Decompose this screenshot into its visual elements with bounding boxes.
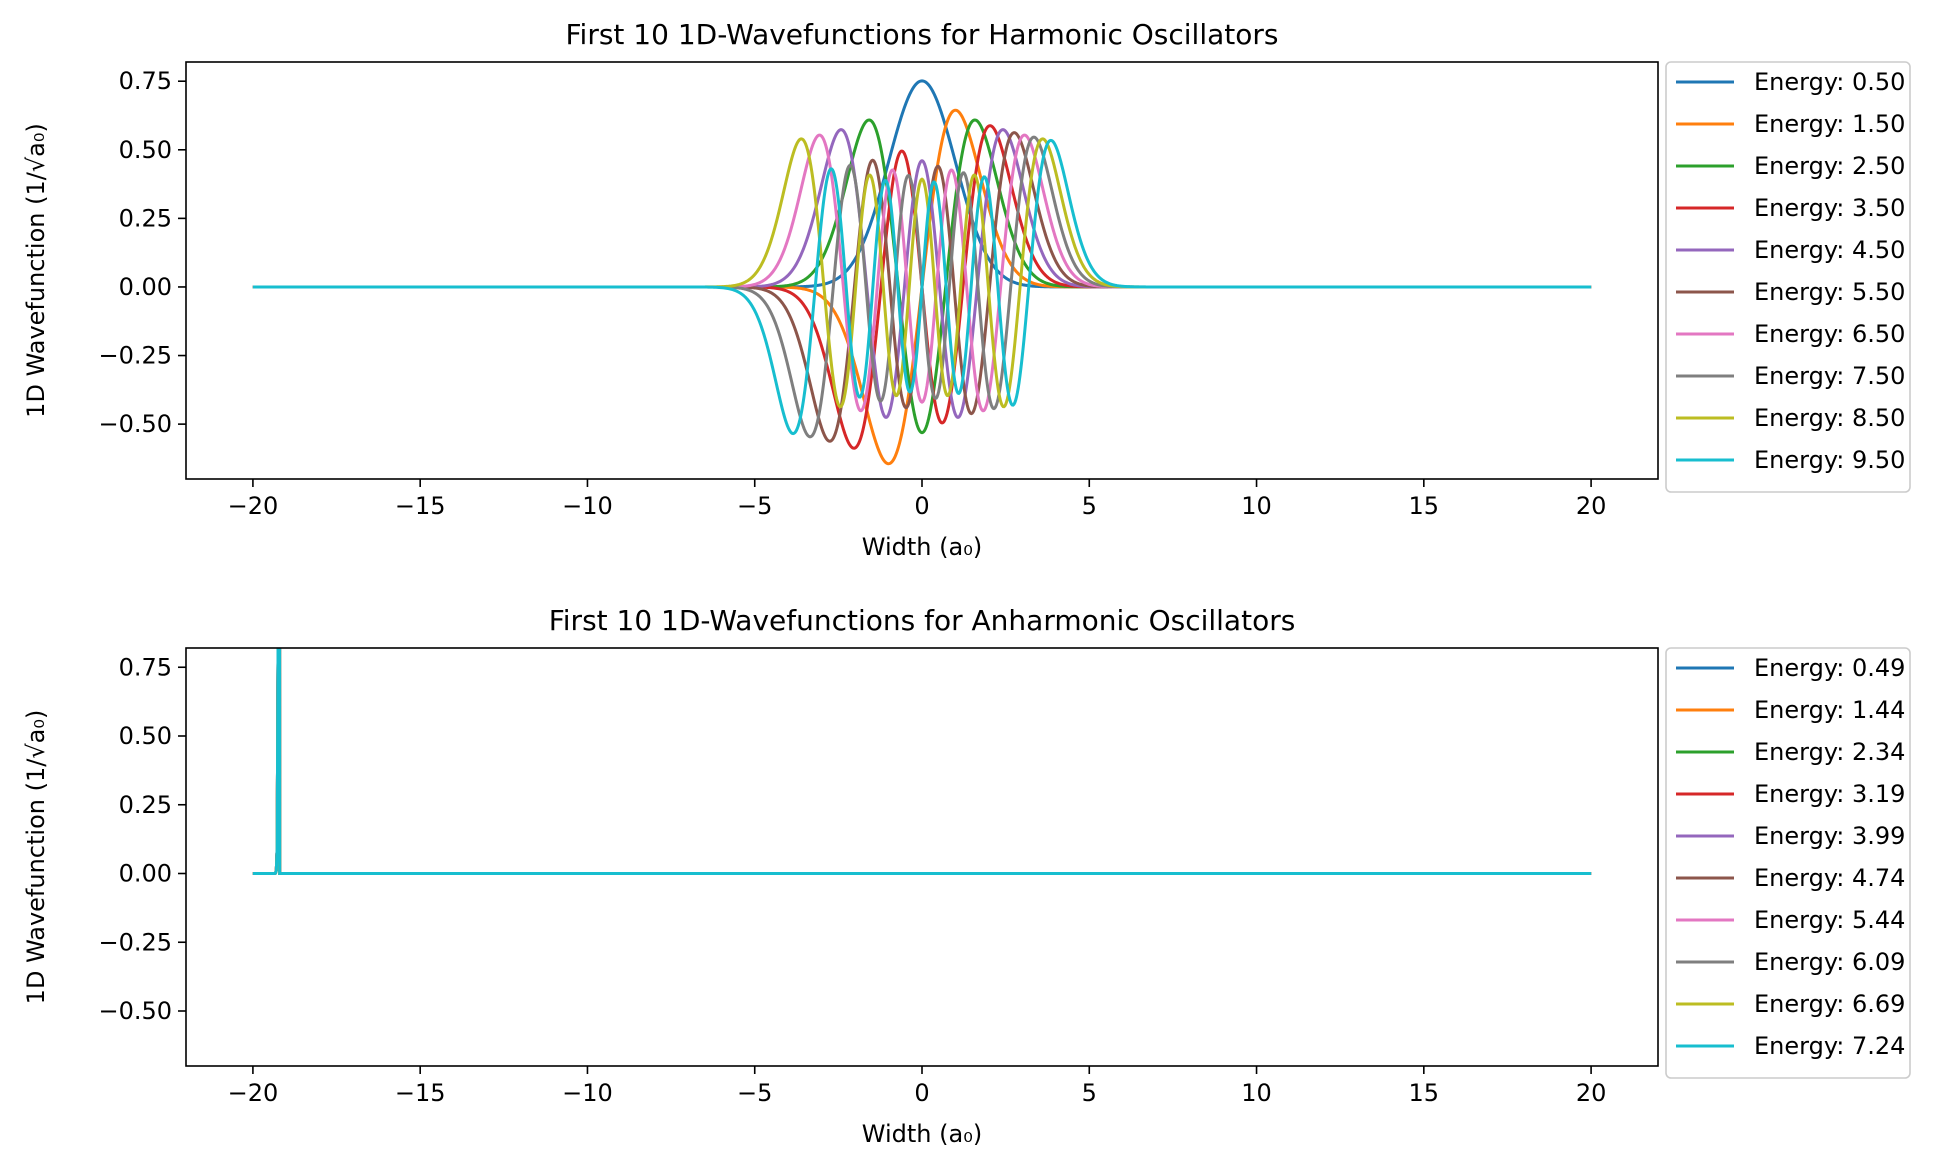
x-tick-label: 10 [1241,492,1272,520]
legend-entry: Energy: 4.74 [1754,864,1905,892]
legend-entry: Energy: 5.44 [1754,906,1905,934]
legend-entry: Energy: 5.50 [1754,278,1905,306]
x-tick-label: −10 [562,1079,613,1107]
x-tick-label: 20 [1576,1079,1607,1107]
y-tick-label: 0.50 [119,722,172,750]
legend: Energy: 0.49 Energy: 1.44 Energy: 2.34 Ener… [1665,647,1911,1079]
x-tick-label: 5 [1082,1079,1097,1107]
legend-entry: Energy: 8.50 [1754,404,1905,432]
series-line-Energy: 3.99 [252,648,1592,875]
series-line-Energy: 6.09 [252,648,1592,875]
legend-entry: Energy: 3.50 [1754,194,1905,222]
legend-entry: Energy: 0.49 [1754,654,1905,682]
x-tick-label: −5 [737,1079,772,1107]
x-axis-label: Width (a₀) [862,533,982,561]
legend-entry: Energy: 7.24 [1754,1032,1905,1060]
series-line-Energy: 0.50 [252,79,1592,289]
legend-entry: Energy: 3.99 [1754,822,1905,850]
x-tick-label: 20 [1576,492,1607,520]
legend-entry: Energy: 6.50 [1754,320,1905,348]
legend-entry: Energy: 0.50 [1754,68,1905,96]
x-tick-label: −15 [395,492,446,520]
y-tick-label: −0.50 [98,997,172,1025]
x-axis-label: Width (a₀) [862,1120,982,1148]
y-tick-label: 0.00 [119,273,172,301]
y-tick-label: −0.50 [98,410,172,438]
x-tick-label: 0 [914,1079,929,1107]
legend-entry: Energy: 1.50 [1754,110,1905,138]
x-tick-label: 10 [1241,1079,1272,1107]
x-tick-label: −5 [737,492,772,520]
legend-box [1665,647,1911,1079]
legend-box [1665,61,1911,493]
y-tick-label: −0.25 [98,928,172,956]
plot-frame [185,647,1659,1067]
y-tick-label: 0.50 [119,136,172,164]
y-tick-label: 0.75 [119,653,172,681]
plot-lines [252,79,1592,466]
series-line-Energy: 2.34 [252,648,1592,875]
plot-lines [252,648,1592,875]
legend-entry: Energy: 3.19 [1754,780,1905,808]
series-line-Energy: 3.19 [252,648,1592,875]
legend-entry: Energy: 7.50 [1754,362,1905,390]
legend-entry: Energy: 1.44 [1754,696,1905,724]
x-tick-label: 15 [1409,1079,1440,1107]
y-tick-label: 0.00 [119,860,172,888]
x-tick-label: −10 [562,492,613,520]
subplot-2: First 10 1D-Wavefunctions for Anharmonic… [22,604,1911,1148]
x-tick-label: −20 [228,1079,279,1107]
y-tick-label: 0.25 [119,791,172,819]
series-line-Energy: 4.74 [252,648,1592,875]
legend-entry: Energy: 9.50 [1754,446,1905,474]
legend: Energy: 0.50 Energy: 1.50 Energy: 2.50 Ener… [1665,61,1911,493]
y-tick-label: 0.75 [119,67,172,95]
y-tick-label: 0.25 [119,204,172,232]
legend-entry: Energy: 2.50 [1754,152,1905,180]
series-line-Energy: 1.44 [252,648,1592,875]
x-tick-label: −15 [395,1079,446,1107]
subplot-1: First 10 1D-Wavefunctions for Harmonic O… [22,18,1911,561]
legend-entry: Energy: 2.34 [1754,738,1905,766]
y-axis-label: 1D Wavefunction (1/√a₀) [22,710,50,1005]
legend-entry: Energy: 6.09 [1754,948,1905,976]
legend-entry: Energy: 6.69 [1754,990,1905,1018]
x-tick-label: 15 [1409,492,1440,520]
legend-entry: Energy: 4.50 [1754,236,1905,264]
series-line-Energy: 9.50 [252,138,1592,436]
series-line-Energy: 7.24 [252,648,1592,875]
y-tick-label: −0.25 [98,342,172,370]
x-tick-label: 5 [1082,492,1097,520]
x-tick-label: 0 [914,492,929,520]
y-axis-label: 1D Wavefunction (1/√a₀) [22,123,50,418]
x-tick-label: −20 [228,492,279,520]
series-line-Energy: 6.69 [252,648,1592,875]
chart-title: First 10 1D-Wavefunctions for Harmonic O… [565,18,1278,51]
chart-title: First 10 1D-Wavefunctions for Anharmonic… [549,604,1296,637]
series-line-Energy: 0.49 [252,648,1592,875]
series-line-Energy: 5.44 [252,648,1592,875]
